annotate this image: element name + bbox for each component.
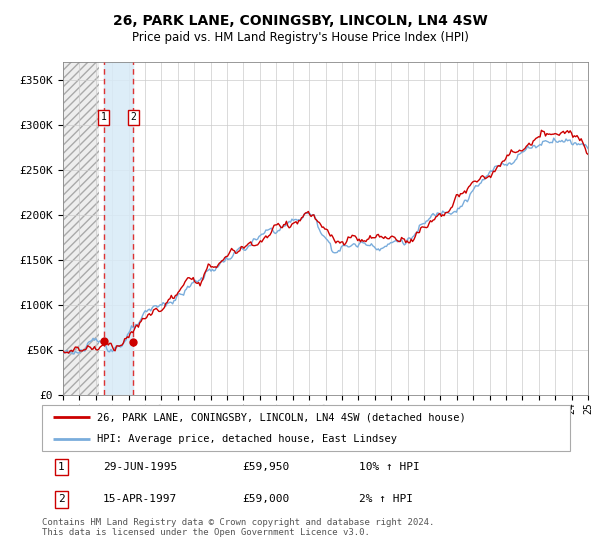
- Text: 1: 1: [101, 113, 107, 123]
- Text: Price paid vs. HM Land Registry's House Price Index (HPI): Price paid vs. HM Land Registry's House …: [131, 31, 469, 44]
- Text: 1: 1: [58, 462, 65, 472]
- Text: 2: 2: [130, 113, 136, 123]
- Text: 10% ↑ HPI: 10% ↑ HPI: [359, 462, 419, 472]
- Text: £59,000: £59,000: [242, 494, 290, 505]
- Bar: [104, 62, 133, 395]
- Text: 2% ↑ HPI: 2% ↑ HPI: [359, 494, 413, 505]
- Text: HPI: Average price, detached house, East Lindsey: HPI: Average price, detached house, East…: [97, 435, 397, 444]
- Text: 29-JUN-1995: 29-JUN-1995: [103, 462, 177, 472]
- Text: 26, PARK LANE, CONINGSBY, LINCOLN, LN4 4SW: 26, PARK LANE, CONINGSBY, LINCOLN, LN4 4…: [113, 14, 487, 28]
- Text: 26, PARK LANE, CONINGSBY, LINCOLN, LN4 4SW (detached house): 26, PARK LANE, CONINGSBY, LINCOLN, LN4 4…: [97, 412, 466, 422]
- Text: 2: 2: [58, 494, 65, 505]
- Bar: [63, 62, 99, 395]
- FancyBboxPatch shape: [42, 405, 570, 451]
- Text: 15-APR-1997: 15-APR-1997: [103, 494, 177, 505]
- Text: £59,950: £59,950: [242, 462, 290, 472]
- Text: Contains HM Land Registry data © Crown copyright and database right 2024.
This d: Contains HM Land Registry data © Crown c…: [42, 518, 434, 538]
